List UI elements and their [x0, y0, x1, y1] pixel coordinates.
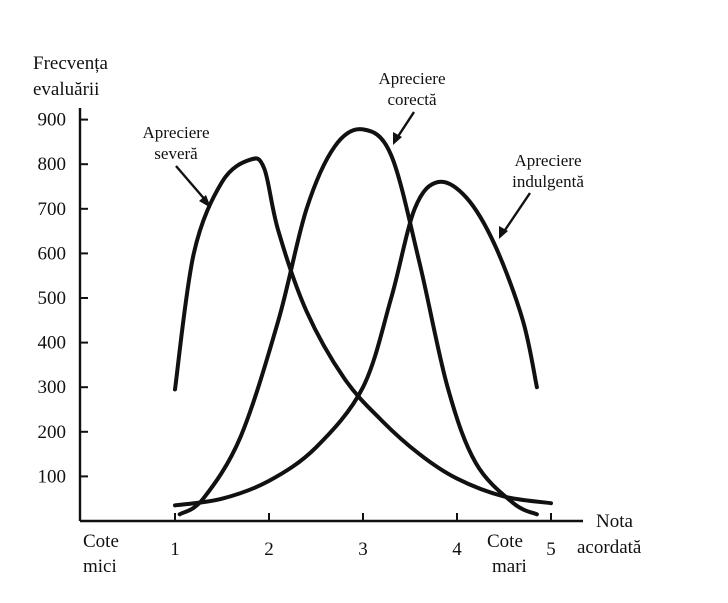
series-label-severa-line-1: Apreciere — [142, 123, 209, 142]
arrow-indulgenta-head — [499, 226, 508, 239]
arrow-corecta — [393, 111, 416, 145]
y-tick-label: 300 — [38, 377, 67, 398]
y-tick-label: 400 — [38, 333, 67, 354]
x-low-end-label-line-2: mici — [83, 556, 117, 577]
series-label-severa: Apreciere severă — [142, 123, 209, 163]
y-tick-label: 200 — [38, 422, 67, 443]
x-axis-title-line-1: Nota — [596, 511, 634, 532]
series-label-indulgenta-line-1: Apreciere — [514, 151, 581, 170]
series-label-corecta-line-2: corectă — [387, 90, 437, 109]
arrow-severa-shaft — [175, 165, 208, 203]
series-label-indulgenta-line-2: indulgentă — [512, 172, 584, 191]
x-high-end-label: Cote mari — [487, 531, 527, 577]
arrow-corecta-shaft — [395, 111, 416, 139]
curves — [173, 127, 553, 517]
y-axis-title: Frecvența evaluării — [33, 53, 108, 100]
axes — [78, 108, 583, 523]
x-ticks: 1 2 3 4 5 — [170, 513, 556, 560]
y-tick-label: 600 — [38, 243, 67, 264]
series-label-corecta-line-1: Apreciere — [378, 69, 445, 88]
arrow-corecta-head — [393, 132, 402, 145]
x-tick-label: 1 — [170, 539, 180, 560]
curve-apreciere-indulgenta — [173, 179, 539, 508]
y-tick-label: 700 — [38, 199, 67, 220]
x-tick-label: 4 — [452, 539, 462, 560]
arrow-indulgenta-shaft — [502, 192, 531, 234]
y-tick-label: 800 — [38, 154, 67, 175]
y-ticks: 100 200 300 400 500 600 700 800 900 — [38, 110, 88, 487]
arrow-severa — [175, 165, 211, 208]
series-label-severa-line-2: severă — [154, 144, 198, 163]
curve-apreciere-corecta — [177, 127, 539, 517]
x-tick-label: 5 — [546, 539, 556, 560]
x-high-end-label-line-2: mari — [492, 556, 527, 577]
x-axis-title-line-2: acordată — [577, 537, 642, 558]
x-tick-label: 2 — [264, 539, 274, 560]
x-low-end-label: Cote mici — [83, 531, 119, 577]
curve-apreciere-severa — [173, 156, 553, 506]
series-label-indulgenta: Apreciere indulgentă — [512, 151, 584, 191]
x-tick-label: 3 — [358, 539, 368, 560]
y-tick-label: 100 — [38, 466, 67, 487]
y-axis-title-line-1: Frecvența — [33, 53, 108, 74]
y-axis-title-line-2: evaluării — [33, 79, 99, 100]
series-label-corecta: Apreciere corectă — [378, 69, 445, 109]
annotation-arrows — [175, 111, 531, 239]
x-high-end-label-line-1: Cote — [487, 531, 523, 552]
arrow-indulgenta — [499, 192, 531, 239]
y-tick-label: 500 — [38, 288, 67, 309]
x-axis-title: Nota acordată — [577, 511, 642, 558]
y-tick-label: 900 — [38, 110, 67, 131]
x-low-end-label-line-1: Cote — [83, 531, 119, 552]
